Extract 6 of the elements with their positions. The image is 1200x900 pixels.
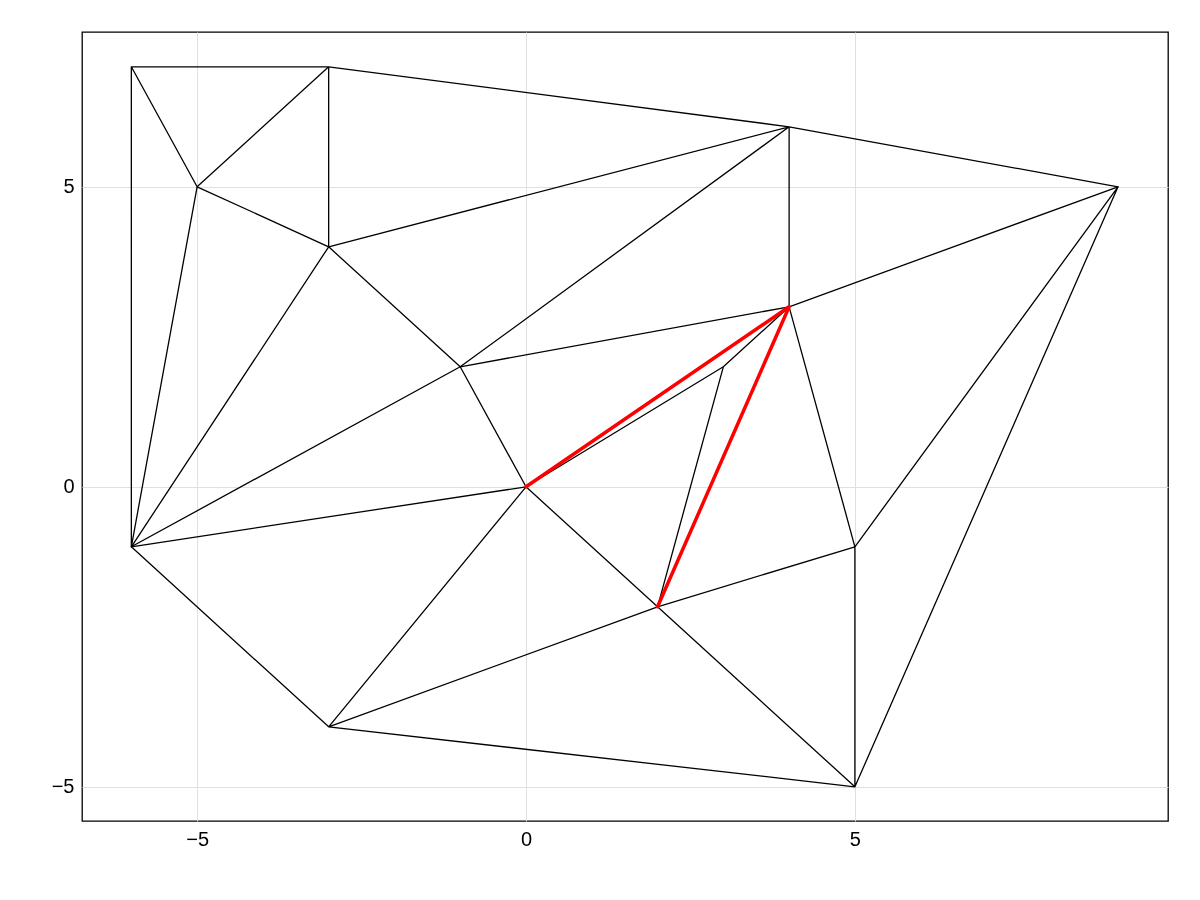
y-tick-label: 0 [63, 475, 75, 498]
y-tick-label: −5 [51, 775, 75, 798]
x-tick-label: 5 [849, 827, 861, 850]
x-tick-label: −5 [186, 827, 210, 850]
y-tick-label: 5 [63, 175, 75, 198]
x-tick-label: 0 [520, 827, 533, 850]
